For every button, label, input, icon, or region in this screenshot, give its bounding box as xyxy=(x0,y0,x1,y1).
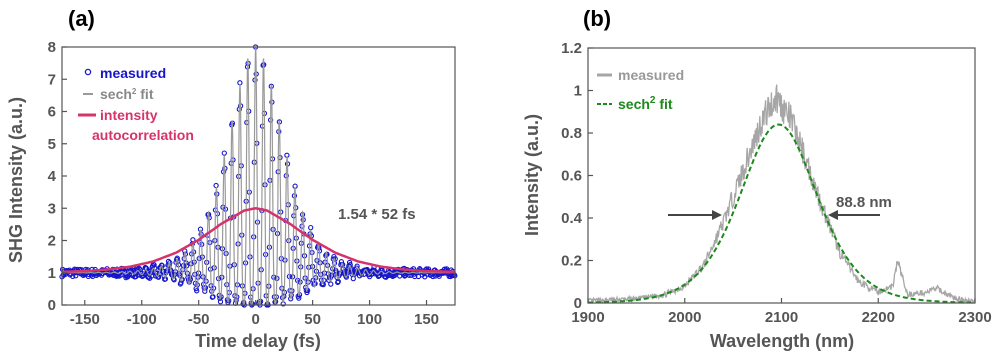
x-tick-label-a: 150 xyxy=(414,311,439,328)
x-tick-label-a: -150 xyxy=(70,311,100,328)
legend-intensity-label-line2: autocorrelation xyxy=(92,127,194,143)
panel-a-axes: -150 -100 -50 0 50 100 150 0 1 2 3 4 5 6 7 8 xyxy=(48,39,456,328)
x-tick-label-a: -100 xyxy=(127,311,157,328)
y-tick-label-b: 0 xyxy=(574,295,582,312)
y-tick-label-a: 2 xyxy=(48,233,56,250)
y-tick-label-a: 3 xyxy=(48,200,56,217)
measured-data-point-a xyxy=(308,224,314,231)
y-tick-label-a: 0 xyxy=(48,297,56,314)
panel-b-legend: measured sech2 fit xyxy=(597,67,684,112)
panel-a-legend: measured sech2 fit intensity autocorrela… xyxy=(78,65,194,143)
panel-b: (b) 1900 2000 2100 2200 2300 0 0.2 0.4 0.6 0.8 1 1.… xyxy=(522,6,992,351)
x-tick-label-b: 2100 xyxy=(765,309,798,326)
x-tick-label-b: 2000 xyxy=(668,309,701,326)
fwhm-annotation: 88.8 nm xyxy=(836,194,892,211)
x-tick-label-b: 2200 xyxy=(862,309,895,326)
y-tick-label-a: 7 xyxy=(48,71,56,88)
panel-a-plot-area xyxy=(59,44,458,308)
y-tick-label-a: 6 xyxy=(48,104,56,121)
sech2-fit-line-b xyxy=(588,123,975,304)
measured-data-point-a xyxy=(73,273,79,279)
y-tick-label-b: 0.6 xyxy=(561,168,582,185)
x-tick-label-a: 50 xyxy=(304,311,321,328)
legend-fit-label-a: sech2 fit xyxy=(100,86,154,102)
legend-measured-label-a: measured xyxy=(100,65,166,81)
x-tick-label-b: 2300 xyxy=(958,309,991,326)
y-tick-label-b: 0.2 xyxy=(561,253,582,270)
panel-a-x-axis-label: Time delay (fs) xyxy=(195,331,321,351)
measured-data-point-a xyxy=(350,275,356,282)
legend-fit-label-b: sech2 fit xyxy=(618,95,673,112)
sech2-fit-line-a xyxy=(62,46,455,306)
panel-b-plot-area xyxy=(587,84,976,305)
y-tick-label-b: 1 xyxy=(574,83,582,100)
y-tick-label-a: 5 xyxy=(48,136,56,153)
panel-b-label: (b) xyxy=(583,6,611,31)
measured-data-point-a xyxy=(346,259,353,266)
y-tick-label-a: 1 xyxy=(48,265,56,282)
measured-data-point-a xyxy=(328,281,334,287)
pulse-width-annotation: 1.54 * 52 fs xyxy=(338,206,416,223)
intensity-autocorrelation-line xyxy=(62,207,455,274)
measured-data-point-a xyxy=(436,273,442,279)
panel-b-y-axis-label: Intensity (a.u.) xyxy=(522,114,542,236)
plot-frame-b xyxy=(587,47,976,304)
legend-intensity-label-line1: intensity xyxy=(100,107,158,123)
x-tick-label-b: 1900 xyxy=(571,309,604,326)
measured-spectrum-line xyxy=(587,84,976,305)
x-tick-label-a: 0 xyxy=(251,311,259,328)
panel-a-y-axis-label: SHG Intensity (a.u.) xyxy=(6,97,26,263)
panel-a: (a) -150 -100 -50 0 50 100 150 0 1 2 3 4 5 6 7 8 Time d… xyxy=(6,6,458,351)
measured-data-point-a xyxy=(217,299,224,305)
measured-data-point-a xyxy=(213,182,219,189)
y-tick-label-a: 4 xyxy=(48,168,57,185)
fwhm-arrow-right-head xyxy=(828,210,838,220)
panel-a-label: (a) xyxy=(68,6,95,31)
y-tick-label-b: 0.8 xyxy=(561,125,582,142)
legend-measured-marker-a xyxy=(84,68,92,76)
measured-data-point-a xyxy=(194,288,200,294)
measured-data-point-a xyxy=(136,265,142,272)
y-tick-label-b: 1.2 xyxy=(561,40,582,57)
panel-b-axes: 1900 2000 2100 2200 2300 0 0.2 0.4 0.6 0.8 1 1.2 xyxy=(561,40,992,326)
y-tick-label-a: 8 xyxy=(48,39,56,56)
legend-measured-label-b: measured xyxy=(618,67,684,83)
measured-data-point-a xyxy=(125,274,131,280)
y-tick-label-b: 0.4 xyxy=(561,210,583,227)
x-tick-label-a: 100 xyxy=(357,311,382,328)
measured-data-point-a xyxy=(221,150,227,156)
measured-data-point-a xyxy=(237,80,243,86)
panel-b-x-axis-label: Wavelength (nm) xyxy=(710,331,854,351)
fwhm-arrows xyxy=(668,210,880,220)
fwhm-arrow-left-head xyxy=(712,210,722,220)
measured-data-point-a xyxy=(296,295,302,301)
x-tick-label-a: -50 xyxy=(188,311,210,328)
measured-data-point-a xyxy=(151,262,157,268)
